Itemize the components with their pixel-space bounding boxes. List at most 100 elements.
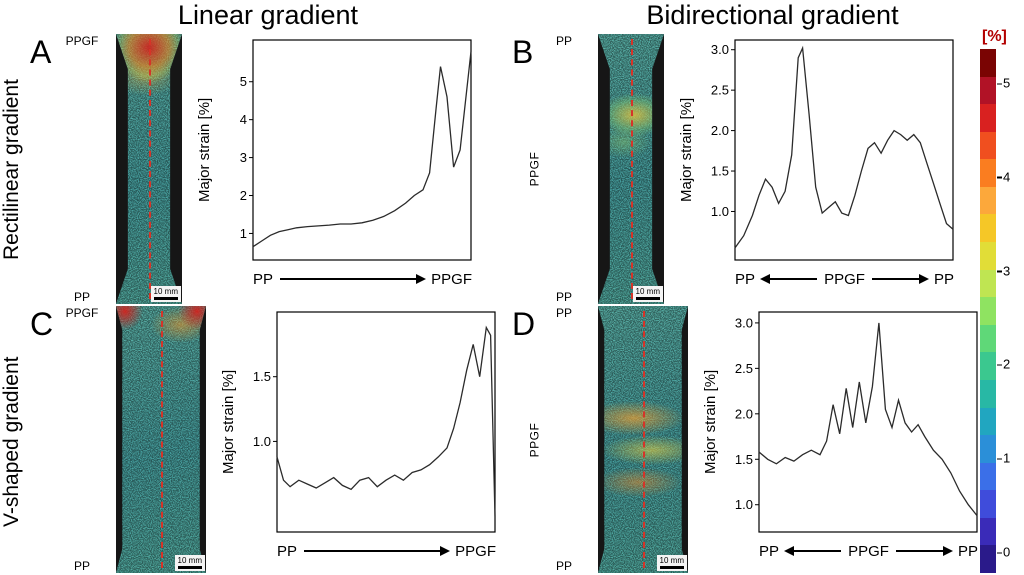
gradient-bar-column: PP PP PPGF (527, 306, 586, 573)
x-axis-label: PPGF (455, 542, 496, 560)
scale-bar-line (177, 566, 202, 569)
svg-text:1.0: 1.0 (711, 204, 729, 219)
strain-curve (276, 325, 496, 517)
scale-bar: 10 mm (174, 555, 205, 571)
y-axis-label: Major strain [%] (678, 97, 695, 203)
svg-text:3.0: 3.0 (735, 315, 753, 330)
bar-top-label: PPGF (65, 306, 99, 320)
scale-bar-label: 10 mm (177, 556, 202, 565)
gradient-bar-column: PPGF PP (60, 34, 104, 304)
svg-text:5: 5 (240, 74, 247, 89)
strain-curve (734, 45, 954, 249)
arrow-right-icon (280, 273, 427, 284)
panel-letter: A (30, 34, 52, 70)
bar-bottom-label: PP (73, 559, 90, 573)
y-axis-label: Major strain [%] (196, 97, 213, 203)
colorbar-scale (980, 49, 996, 573)
svg-text:2.0: 2.0 (711, 123, 729, 138)
section-centerline (161, 311, 163, 568)
bar-side-label: PPGF (527, 422, 542, 457)
strain-chart: 1.0 1.5 (253, 311, 496, 533)
arrow-right-icon (304, 545, 451, 556)
column-title-linear: Linear gradient (177, 0, 359, 30)
scale-bar: 10 mm (632, 286, 663, 302)
colorbar-segment (980, 186, 996, 215)
colorbar-segment (980, 435, 996, 463)
panel-letter: B (512, 34, 534, 70)
colorbar-unit-label: [%] (982, 28, 1007, 45)
colorbar-segment (980, 490, 996, 518)
svg-text:1.0: 1.0 (735, 497, 753, 512)
material-gradient-bar (556, 50, 573, 288)
colorbar-segment (980, 407, 996, 436)
svg-text:2.0: 2.0 (735, 406, 753, 421)
scale-bar-label: 10 mm (635, 287, 660, 296)
colorbar-tick: 4 (996, 169, 1011, 185)
material-gradient-bar (556, 322, 573, 557)
bar-bottom-label: PP (555, 290, 572, 304)
colorbar-tick: 5 (996, 75, 1011, 91)
colorbar-segment (980, 214, 996, 243)
strain-chart: 1 2 3 4 5 (240, 39, 472, 261)
scale-bar-label: 10 mm (153, 287, 178, 296)
scale-bar: 10 mm (150, 286, 181, 302)
bar-top-label: PPGF (65, 34, 99, 48)
x-axis-label: PP (933, 270, 954, 288)
bar-top-label: PP (555, 34, 572, 48)
svg-text:1: 1 (240, 226, 247, 241)
specimen-image: 10 mm (116, 306, 206, 573)
x-axis-label: PP (735, 270, 756, 288)
panel-d: D PP PP PPGF 10 mm Major strain [%] 1.0 1… (512, 306, 990, 573)
scale-bar-line (659, 566, 684, 569)
colorbar-segment (980, 242, 996, 270)
svg-text:4: 4 (240, 112, 247, 127)
colorbar-tick-labels: 5 4 3 2 1 0 (996, 49, 1022, 573)
chart-block: Major strain [%] 1.0 1.5 2.0 2.5 3.0 PP PPGF P… (678, 34, 958, 304)
panel-c: C PPGF PP 10 mm Major strain [%] 1.0 1.5 … (30, 306, 508, 573)
specimen-image: 10 mm (598, 306, 688, 573)
row-label-rectilinear: Rectilinear gradient (0, 79, 23, 261)
panel-a: A PPGF PP 10 mm Major strain [%] 1 2 3 4 5 P… (30, 34, 508, 304)
x-axis-label: PPGF (431, 270, 472, 288)
x-axis: PP PPGF (277, 538, 496, 564)
colorbar-segment (980, 297, 996, 325)
svg-text:2.5: 2.5 (735, 361, 753, 376)
x-axis: PP PPGF PP (735, 266, 954, 292)
bar-side-label: PPGF (527, 151, 542, 187)
arrow-right-icon (895, 545, 954, 556)
x-axis-label: PPGF (848, 542, 889, 560)
x-axis-label: PP (759, 542, 780, 560)
colorbar-segment (980, 104, 996, 132)
section-centerline (149, 39, 151, 299)
x-axis-label: PPGF (824, 270, 865, 288)
svg-text:3: 3 (240, 150, 247, 165)
colorbar-segment (980, 269, 996, 298)
colorbar-segment (980, 76, 996, 105)
bar-bottom-label: PP (555, 559, 572, 573)
material-gradient-bar (74, 50, 91, 288)
strain-chart: 1.0 1.5 2.0 2.5 3.0 (735, 311, 978, 533)
colorbar-tick: 0 (996, 544, 1011, 560)
scale-bar-line (153, 297, 178, 300)
panel-letter: D (512, 306, 536, 342)
colorbar-segment (980, 462, 996, 491)
scale-bar-label: 10 mm (659, 556, 684, 565)
colorbar-segment (980, 545, 996, 573)
bar-bottom-label: PP (73, 290, 90, 304)
material-gradient-bar (74, 322, 91, 557)
colorbar-tick: 1 (996, 450, 1011, 466)
colorbar-segment (980, 352, 996, 380)
y-axis-label: Major strain [%] (702, 369, 719, 475)
svg-text:1.5: 1.5 (253, 369, 271, 384)
colorbar-segment (980, 49, 996, 77)
svg-text:3.0: 3.0 (711, 42, 729, 57)
colorbar-tick: 2 (996, 356, 1011, 372)
specimen-image: 10 mm (598, 34, 664, 304)
svg-text:1.0: 1.0 (253, 434, 271, 449)
svg-text:2: 2 (240, 188, 247, 203)
gradient-bar-column: PP PP PPGF (527, 34, 586, 304)
colorbar: [%] 5 4 3 2 1 0 (980, 28, 1022, 573)
strain-chart: 1.0 1.5 2.0 2.5 3.0 (711, 39, 954, 261)
arrow-left-icon (784, 545, 842, 556)
gradient-bar-column: PPGF PP (60, 306, 104, 573)
